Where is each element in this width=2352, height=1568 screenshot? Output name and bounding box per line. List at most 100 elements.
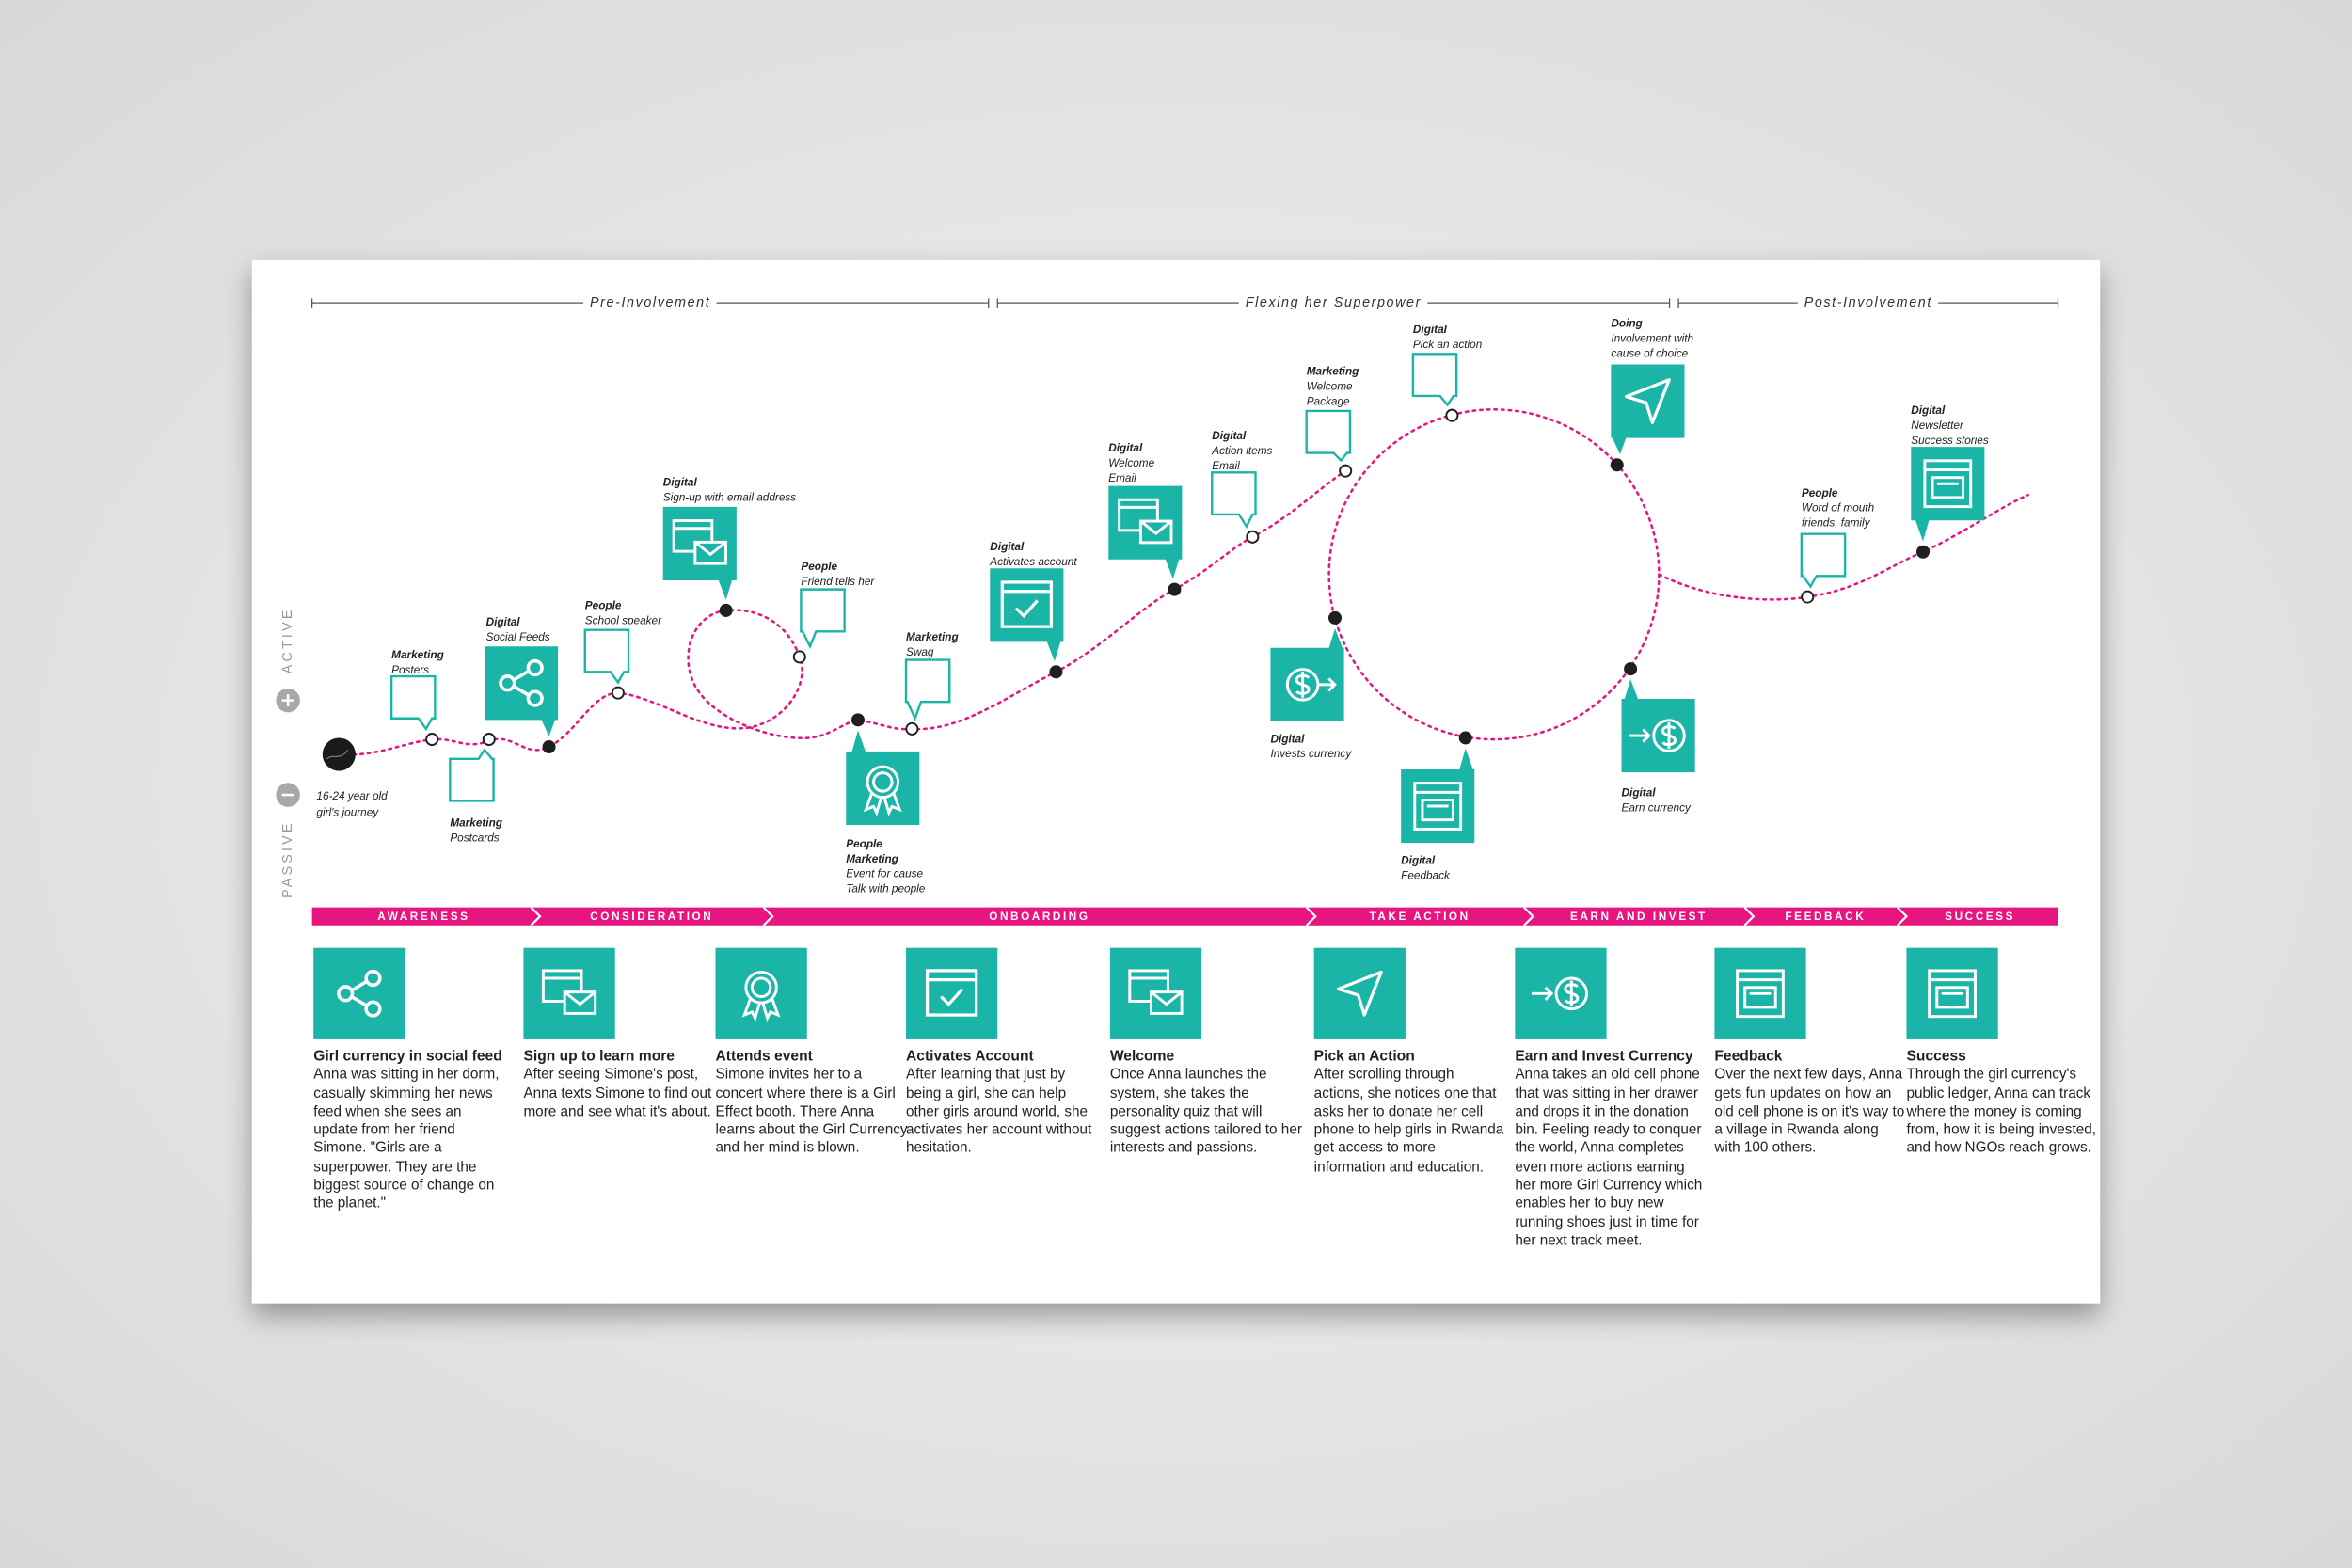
step-title: Pick an Action (1313, 1048, 1415, 1066)
stage-divider (530, 906, 542, 927)
step-title: Sign up to learn more (523, 1048, 675, 1066)
touchpoint: Digital Newsletter Success stories (1911, 404, 1989, 559)
touchpoint-detail: Posters (391, 664, 429, 676)
stage-divider (762, 906, 774, 927)
touchpoint-channel: Digital (663, 477, 698, 489)
stage-divider (1897, 906, 1909, 927)
touchpoint-detail: Welcome (1307, 381, 1353, 393)
phase-rule (996, 298, 1671, 308)
touchpoint-channel: Digital (1401, 854, 1436, 866)
touchpoint: Digital Welcome Email (1108, 442, 1183, 596)
step-title: Success (1906, 1048, 1966, 1066)
touchpoint-dot (1327, 610, 1343, 625)
stage-divider (1743, 906, 1756, 927)
stage-label: AWARENESS (377, 911, 469, 923)
touchpoint-detail: Talk with people (846, 883, 925, 895)
step-body: Earn and Invest Currency Anna takes an ol… (1515, 1049, 1707, 1252)
touchpoint-bubble (1211, 471, 1257, 530)
touchpoint-channel: Digital (990, 541, 1025, 553)
step-body: Attends event Simone invites her to a con… (716, 1049, 908, 1160)
touchpoint-channel: Marketing (846, 853, 898, 865)
step-description: Simone invites her to a concert where th… (715, 1067, 908, 1158)
step-title: Feedback (1714, 1048, 1783, 1066)
touchpoint-channel: Marketing (391, 649, 444, 661)
touchpoint-channel: Digital (1622, 787, 1657, 800)
touchpoint-bubble (449, 748, 495, 802)
phase-label: Post-Involvement (1804, 295, 1932, 310)
touchpoint: Digital Action items Email (1211, 430, 1273, 544)
step-icon-box (313, 947, 405, 1039)
touchpoint-dot (1168, 582, 1182, 596)
touchpoint-detail: cause of choice (1611, 347, 1688, 359)
touchpoint-channel: Digital (1212, 430, 1247, 442)
touchpoint: Marketing Swag (904, 631, 959, 736)
stage-label: CONSIDERATION (590, 911, 713, 923)
touchpoint: Marketing Posters (389, 649, 444, 747)
touchpoint-bubble (389, 674, 437, 732)
step-title: Earn and Invest Currency (1515, 1048, 1693, 1066)
scale: ACTIVE PASSIVE (276, 607, 300, 898)
touchpoint: People Word of mouth friends, family (1800, 487, 1875, 604)
step-description: Over the next few days, Anna gets fun up… (1714, 1067, 1905, 1158)
touchpoint-dot (792, 650, 806, 664)
touchpoint-channel: Marketing (1307, 366, 1359, 378)
touchpoint: Digital Feedback (1401, 731, 1475, 881)
touchpoint-detail: Activates account (989, 556, 1077, 568)
touchpoint-channel: Digital (1911, 404, 1946, 417)
step-title: Attends event (715, 1048, 813, 1066)
touchpoint-bubble (583, 628, 630, 685)
touchpoint-detail: Word of mouth (1802, 502, 1875, 515)
touchpoint: People Marketing Event for cause Talk with … (846, 713, 926, 895)
stage-bar (311, 907, 2058, 926)
touchpoint-dot (482, 733, 496, 747)
start-node (322, 737, 356, 771)
step-description: Anna takes an old cell phone that was si… (1515, 1067, 1703, 1250)
touchpoint-dot (719, 603, 733, 617)
touchpoint-detail: Earn currency (1622, 802, 1692, 815)
step-icon-box (906, 947, 998, 1039)
step-description: After learning that just by being a girl… (906, 1067, 1092, 1158)
touchpoint-dot (1610, 458, 1624, 472)
touchpoint-channel: Digital (1108, 442, 1143, 454)
touchpoint-detail: School speaker (585, 614, 662, 626)
touchpoint-channel: Marketing (450, 817, 502, 830)
touchpoint-detail: Newsletter (1911, 420, 1964, 432)
touchpoint-detail: Email (1212, 460, 1240, 472)
touchpoint-detail: Social Feeds (486, 631, 550, 643)
touchpoint-dot (1049, 665, 1063, 679)
step-body: Activates Account After learning that jus… (906, 1049, 1098, 1160)
touchpoint: Digital Earn currency (1621, 662, 1695, 815)
touchpoint-dot (1339, 464, 1353, 478)
step-body: Welcome Once Anna launches the system, sh… (1110, 1049, 1302, 1160)
stage-label: ONBOARDING (989, 911, 1089, 923)
step-description: Anna was sitting in her dorm, casually s… (313, 1067, 500, 1212)
stage-divider (1305, 906, 1317, 927)
touchpoint-detail: Involvement with (1611, 333, 1693, 345)
step-icon-box (715, 947, 807, 1039)
touchpoint-dot (542, 740, 556, 754)
touchpoint-detail: Pick an action (1413, 339, 1483, 351)
touchpoint: Doing Involvement with cause of choice (1610, 318, 1694, 472)
touchpoint-detail: Invests currency (1270, 748, 1352, 760)
touchpoint-dot (1915, 545, 1931, 559)
touchpoint-bubble (904, 658, 951, 721)
stage-divider (1523, 906, 1535, 927)
touchpoint-detail: Success stories (1911, 435, 1989, 447)
step-icon-box (1313, 947, 1406, 1039)
touchpoint-channel: Digital (1413, 324, 1448, 336)
touchpoint-dot (425, 733, 439, 747)
phase-rule (1677, 298, 2059, 308)
touchpoint-dot (1801, 590, 1815, 604)
touchpoint: Digital Invests currency (1270, 610, 1352, 760)
touchpoint: Marketing Postcards (449, 733, 502, 844)
touchpoint-dot (1458, 731, 1472, 745)
